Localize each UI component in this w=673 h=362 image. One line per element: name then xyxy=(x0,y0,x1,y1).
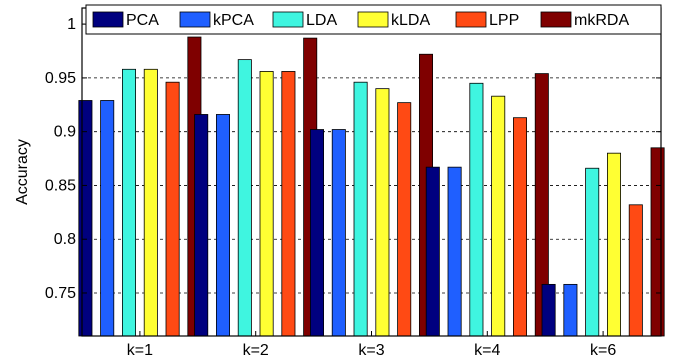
legend-swatch-lda xyxy=(272,11,304,28)
legend-label-kpca: kPCA xyxy=(213,12,254,29)
legend-label-mkrda: mkRDA xyxy=(574,12,629,29)
bar-lda-k2 xyxy=(237,59,252,337)
axis-ticks: 0.75 0.8 0.85 0.9 0.95 1 k=1 k=2 k=3 k=4 k=6 xyxy=(45,8,661,359)
bar-klda-k2 xyxy=(259,71,274,337)
legend-label-lda: LDA xyxy=(306,12,337,29)
y-axis-label: Accuracy xyxy=(14,139,31,205)
legend-swatch-kpca xyxy=(179,11,211,28)
y-tick-label: 0.8 xyxy=(54,231,76,248)
x-tick-label: k=6 xyxy=(590,342,616,359)
bar-klda-k6 xyxy=(607,152,622,337)
bar-lda-k3 xyxy=(353,81,368,337)
y-tick-label: 0.9 xyxy=(54,124,76,141)
legend-label-lpp: LPP xyxy=(489,12,519,29)
bar-pca-k2 xyxy=(194,114,209,337)
bar-kpca-k1 xyxy=(100,100,115,337)
y-tick-label: 0.95 xyxy=(45,70,76,87)
bar-pca-k4 xyxy=(425,166,440,337)
bar-lpp-k6 xyxy=(628,204,643,337)
y-tick-label: 0.75 xyxy=(45,285,76,302)
x-tick-label: k=4 xyxy=(474,342,500,359)
legend-swatch-klda xyxy=(357,11,389,28)
y-tick-label: 0.85 xyxy=(45,177,76,194)
bar-pca-k1 xyxy=(78,100,93,337)
bar-lpp-k3 xyxy=(397,102,412,337)
x-tick-label: k=2 xyxy=(243,342,269,359)
bar-pca-k3 xyxy=(309,129,324,337)
y-tick-label: 1 xyxy=(67,16,76,33)
legend: PCA kPCA LDA kLDA LPP mkRDA xyxy=(85,4,662,35)
bar-kpca-k4 xyxy=(447,166,462,337)
bar-klda-k3 xyxy=(375,88,390,337)
legend-label-klda: kLDA xyxy=(391,12,430,29)
legend-swatch-mkrda xyxy=(540,11,572,28)
bar-kpca-k3 xyxy=(331,129,346,337)
legend-swatch-lpp xyxy=(455,11,487,28)
bar-kpca-k2 xyxy=(215,114,230,337)
bar-kpca-k6 xyxy=(563,283,578,337)
bar-lda-k6 xyxy=(585,167,600,337)
legend-swatch-pca xyxy=(92,11,124,28)
bar-klda-k1 xyxy=(143,68,158,337)
bar-lda-k4 xyxy=(469,82,484,337)
legend-label-pca: PCA xyxy=(126,12,159,29)
bars xyxy=(78,36,665,337)
x-tick-label: k=1 xyxy=(127,342,153,359)
x-tick-label: k=3 xyxy=(358,342,384,359)
bar-lda-k1 xyxy=(122,68,137,337)
bar-mkrda-k6 xyxy=(650,147,665,337)
bar-klda-k4 xyxy=(491,95,506,337)
bar-lpp-k2 xyxy=(281,71,296,337)
bar-pca-k6 xyxy=(541,283,556,337)
bar-lpp-k4 xyxy=(513,117,528,337)
bar-lpp-k1 xyxy=(165,81,180,337)
